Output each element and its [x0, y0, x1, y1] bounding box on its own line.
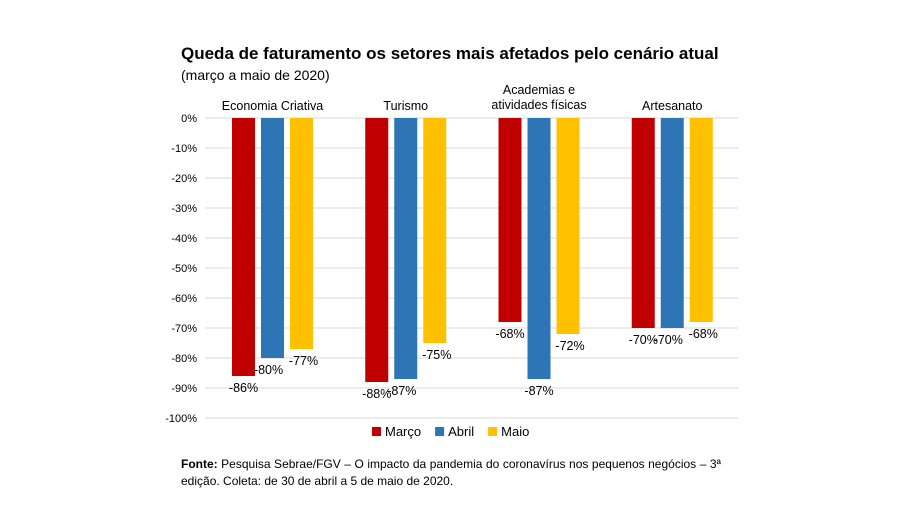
bar	[423, 118, 447, 343]
y-tick-label: -90%	[171, 383, 197, 395]
chart-title: Queda de faturamento os setores mais afe…	[181, 44, 719, 63]
bar	[498, 118, 522, 322]
data-label: -72%	[555, 339, 584, 353]
y-tick-label: -50%	[171, 263, 197, 275]
y-tick-label: -60%	[171, 293, 197, 305]
source-text: Pesquisa Sebrae/FGV – O impacto da pande…	[181, 457, 721, 488]
legend-swatch	[372, 427, 381, 436]
legend-label: Abril	[448, 424, 474, 439]
y-tick-label: -30%	[171, 203, 197, 215]
category-label: atividades físicas	[491, 98, 586, 112]
legend-label: Março	[385, 424, 421, 439]
source-label: Fonte:	[181, 457, 218, 471]
y-tick-label: -10%	[171, 143, 197, 155]
bar	[631, 118, 655, 328]
legend-label: Maio	[501, 424, 529, 439]
bar	[689, 118, 713, 322]
category-label: Economia Criativa	[222, 99, 323, 113]
bar	[261, 118, 284, 358]
legend-swatch	[435, 427, 445, 436]
data-label: -80%	[254, 363, 283, 377]
bar	[365, 118, 389, 382]
bar	[556, 118, 580, 334]
y-tick-label: 0%	[181, 113, 197, 125]
legend-swatch	[488, 427, 498, 436]
bar	[232, 118, 255, 376]
bar	[290, 118, 313, 349]
data-label: -88%	[362, 387, 391, 401]
y-tick-label: -40%	[171, 233, 197, 245]
data-label: -87%	[387, 384, 416, 398]
bar	[527, 118, 551, 379]
data-label: -86%	[229, 381, 258, 395]
data-label: -77%	[289, 354, 318, 368]
data-label: -75%	[422, 348, 451, 362]
y-tick-label: -80%	[171, 353, 197, 365]
bar	[394, 118, 418, 379]
source-note: Fonte: Pesquisa Sebrae/FGV – O impacto d…	[181, 456, 721, 490]
y-tick-label: -100%	[165, 413, 197, 425]
data-label: -68%	[689, 327, 718, 341]
category-label: Turismo	[383, 99, 428, 113]
category-label: Artesanato	[642, 99, 703, 113]
data-label: -70%	[654, 333, 683, 347]
data-label: -87%	[524, 384, 553, 398]
data-label: -70%	[629, 333, 658, 347]
data-label: -68%	[495, 327, 524, 341]
bar	[660, 118, 684, 328]
y-tick-label: -70%	[171, 323, 197, 335]
chart-subtitle: (março a maio de 2020)	[181, 67, 330, 83]
category-label: Academias e	[503, 83, 575, 97]
y-tick-label: -20%	[171, 173, 197, 185]
